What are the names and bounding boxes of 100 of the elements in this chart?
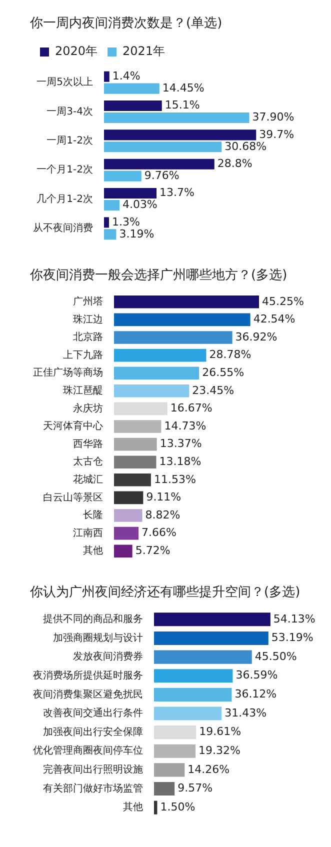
y-tick-label: 发放夜间消费券 bbox=[73, 650, 143, 663]
data-label: 11.53% bbox=[154, 472, 196, 486]
data-label: 36.59% bbox=[236, 668, 278, 682]
y-tick-label: 夜间消费集聚区避免扰民 bbox=[33, 688, 143, 700]
y-tick-label: 改善夜间交通出行条件 bbox=[43, 707, 143, 720]
data-label: 3.19% bbox=[119, 227, 154, 240]
bar bbox=[114, 473, 151, 486]
y-tick-label: 珠江边 bbox=[73, 313, 103, 326]
y-tick-label: 加强夜间出行安全保障 bbox=[43, 726, 143, 738]
data-label: 1.50% bbox=[160, 800, 196, 814]
data-label: 19.61% bbox=[199, 725, 242, 738]
y-tick-label: 正佳广场等商场 bbox=[33, 366, 103, 379]
bar bbox=[154, 688, 232, 702]
legend-label: 2020年 bbox=[55, 44, 98, 58]
y-tick-label: 其他 bbox=[83, 544, 103, 557]
y-tick-label: 白云山等景区 bbox=[43, 491, 103, 504]
bar bbox=[104, 130, 256, 140]
bar bbox=[154, 650, 252, 664]
bar bbox=[114, 402, 168, 416]
data-label: 39.7% bbox=[259, 128, 294, 141]
y-tick-label: 有关部门做好市场监管 bbox=[43, 782, 143, 794]
legend-label: 2021年 bbox=[122, 44, 166, 58]
bar bbox=[114, 491, 144, 504]
bar bbox=[114, 526, 139, 540]
data-label: 1.3% bbox=[112, 215, 140, 228]
bar bbox=[114, 348, 206, 362]
data-label: 45.25% bbox=[262, 294, 304, 308]
data-label: 7.66% bbox=[142, 526, 176, 540]
bar bbox=[114, 366, 200, 380]
bar bbox=[104, 229, 116, 240]
data-label: 45.50% bbox=[254, 650, 297, 663]
data-label: 8.82% bbox=[145, 508, 180, 522]
y-tick-label: 长隆 bbox=[83, 509, 103, 522]
y-tick-label: 完善夜间出行照明设施 bbox=[43, 764, 143, 776]
y-tick-label: 一个月1-2次 bbox=[36, 164, 93, 176]
bar bbox=[104, 217, 109, 228]
bar bbox=[114, 544, 132, 558]
data-label: 14.26% bbox=[188, 762, 230, 776]
data-label: 5.72% bbox=[135, 544, 170, 557]
y-tick-label: 江南西 bbox=[73, 526, 103, 539]
chart-title: 你一周内夜间消费次数是？(单选) bbox=[30, 15, 224, 32]
bar bbox=[154, 612, 270, 626]
bar bbox=[154, 706, 222, 720]
y-tick-label: 上下九路 bbox=[63, 348, 103, 361]
y-tick-label: 天河体育中心 bbox=[43, 420, 103, 432]
data-label: 30.68% bbox=[224, 140, 267, 153]
data-label: 28.78% bbox=[209, 348, 252, 362]
data-label: 37.90% bbox=[252, 110, 294, 124]
bar bbox=[104, 71, 110, 82]
data-label: 15.1% bbox=[164, 98, 200, 112]
y-tick-label: 太古仓 bbox=[73, 456, 103, 468]
data-label: 19.32% bbox=[198, 744, 241, 757]
data-label: 28.8% bbox=[217, 156, 252, 170]
bar bbox=[114, 438, 157, 451]
bar bbox=[104, 83, 160, 94]
data-label: 54.13% bbox=[273, 612, 316, 626]
data-label: 1.4% bbox=[112, 69, 140, 82]
y-tick-label: 提供不同的商品和服务 bbox=[43, 613, 143, 626]
data-label: 31.43% bbox=[224, 706, 267, 720]
data-label: 42.54% bbox=[253, 312, 296, 326]
data-label: 26.55% bbox=[202, 366, 244, 379]
bar bbox=[154, 763, 185, 777]
data-label: 36.12% bbox=[234, 688, 277, 701]
data-label: 13.7% bbox=[160, 186, 194, 200]
bar bbox=[114, 295, 259, 308]
data-label: 9.11% bbox=[146, 490, 182, 504]
y-tick-label: 一周5次以上 bbox=[36, 76, 93, 88]
bar bbox=[104, 112, 250, 123]
data-label: 9.76% bbox=[144, 168, 180, 182]
bar bbox=[114, 456, 156, 469]
bar bbox=[114, 509, 142, 522]
bar bbox=[104, 170, 142, 182]
bar bbox=[104, 158, 214, 170]
chart-title: 你认为广州夜间经济还有哪些提升空间？(多选) bbox=[30, 584, 302, 601]
data-label: 14.45% bbox=[162, 81, 204, 94]
data-label: 36.92% bbox=[235, 330, 278, 344]
data-label: 16.67% bbox=[170, 402, 212, 415]
y-tick-label: 几个月1-2次 bbox=[36, 192, 93, 205]
bar bbox=[154, 726, 196, 740]
y-tick-label: 其他 bbox=[123, 801, 143, 814]
bar bbox=[104, 200, 120, 210]
bar bbox=[104, 100, 162, 112]
y-tick-label: 花城汇 bbox=[73, 473, 103, 486]
bar bbox=[154, 782, 175, 796]
data-label: 14.73% bbox=[164, 419, 206, 432]
y-tick-label: 夜消费场所提供延时服务 bbox=[33, 669, 143, 682]
chart-title: 你夜间消费一般会选择广州哪些地方？(多选) bbox=[30, 267, 288, 284]
y-tick-label: 西华路 bbox=[73, 438, 103, 450]
y-tick-label: 从不夜间消费 bbox=[33, 222, 93, 234]
bar bbox=[154, 800, 158, 814]
y-tick-label: 广州塔 bbox=[73, 295, 103, 308]
y-tick-label: 北京路 bbox=[73, 331, 103, 344]
y-tick-label: 优化管理商圈夜间停车位 bbox=[33, 744, 143, 757]
bar bbox=[154, 744, 196, 758]
bar bbox=[114, 331, 232, 344]
y-tick-label: 一周3-4次 bbox=[46, 106, 93, 118]
bar bbox=[114, 420, 162, 433]
bar bbox=[154, 669, 233, 683]
bar bbox=[154, 631, 268, 645]
bar bbox=[114, 384, 190, 398]
